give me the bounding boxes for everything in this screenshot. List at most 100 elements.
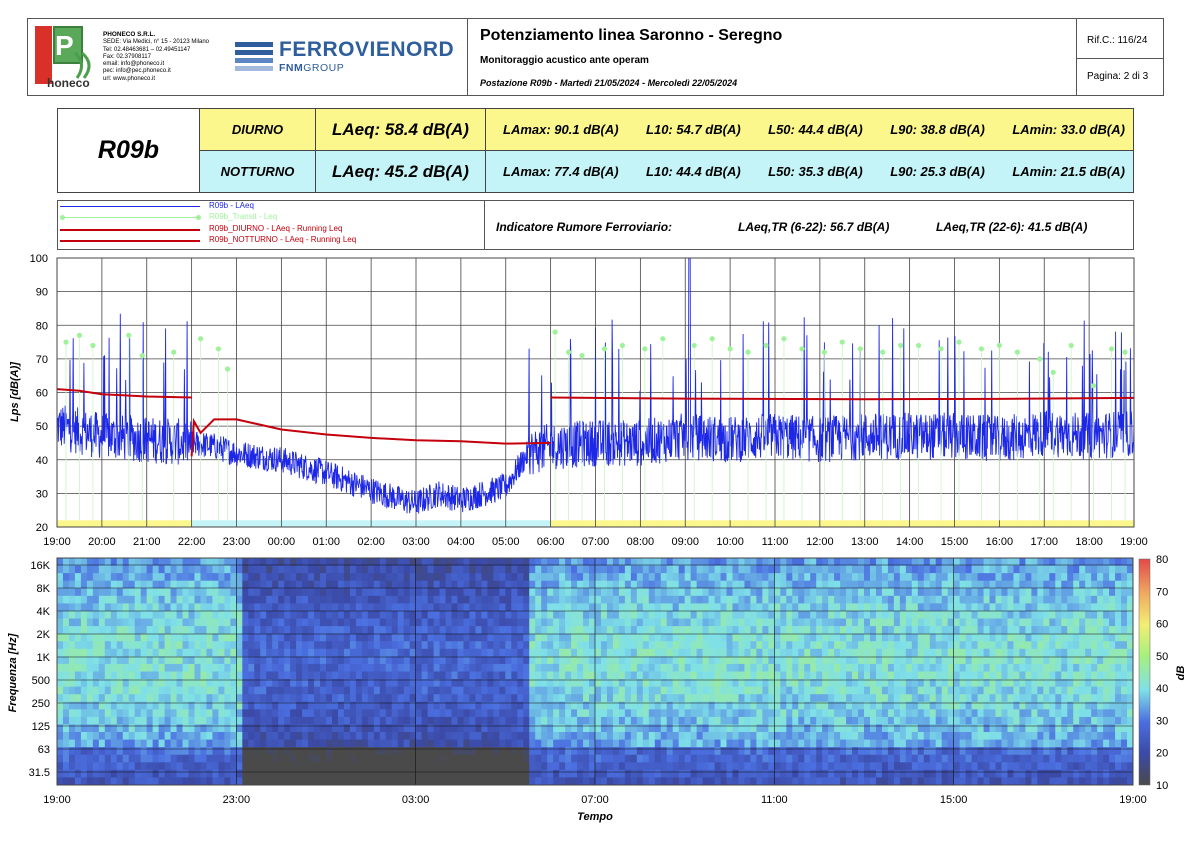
spectrogram-cell (571, 769, 578, 778)
spectrogram-cell (852, 618, 859, 627)
spectrogram-cell (278, 588, 285, 597)
spectrogram-cell (487, 595, 494, 604)
spectrogram-cell (80, 603, 88, 612)
spectrogram-cell (971, 558, 978, 566)
spectrogram-cell (355, 679, 363, 688)
ferrovienord-brand: FERROVIENORD (279, 38, 455, 61)
spectrogram-cell (164, 762, 171, 771)
spectrogram-cell (326, 724, 333, 733)
spectrogram-cell (278, 762, 285, 771)
spectrogram-cell (881, 762, 889, 771)
spectrogram-cell (678, 603, 686, 612)
spectrogram-cell (672, 573, 680, 582)
spectrogram-cell (403, 701, 411, 710)
spectrogram-cell (158, 573, 165, 582)
spectrogram-cell (798, 558, 805, 566)
spectrogram-cell (457, 595, 464, 604)
spectrogram-cell (648, 580, 656, 589)
spectrogram-cell (834, 701, 841, 710)
spectrogram-cell (146, 618, 154, 627)
spectrogram-cell (600, 762, 608, 771)
spectrogram-cell (469, 595, 476, 604)
spectrogram-cell (636, 603, 644, 612)
spectrogram-cell (708, 732, 715, 740)
spectrogram-cell (361, 588, 369, 597)
spectrogram-cell (678, 732, 686, 740)
spectrogram-cell (947, 777, 955, 786)
spectrogram-cell (343, 747, 351, 756)
spectrogram-cell (762, 595, 769, 604)
spectrogram-cell (852, 732, 859, 740)
spectrogram-cell (110, 580, 118, 589)
spectrogram-cell (559, 686, 566, 695)
spectrogram-cell (397, 626, 405, 635)
spectrogram-cell (254, 626, 261, 635)
spectrogram-cell (756, 626, 763, 635)
spectrogram-cell (852, 739, 859, 748)
spectrogram-cell (822, 671, 829, 680)
spectrogram-cell (696, 686, 703, 695)
spectrogram-cell (565, 573, 572, 582)
spectrogram-cell (959, 762, 967, 771)
spectrogram-cell (636, 769, 644, 778)
spectrogram-cell (302, 762, 309, 771)
spectrogram-cell (242, 618, 249, 627)
spectrogram-cell (535, 769, 542, 778)
spectrogram-cell (397, 595, 405, 604)
spectrogram-cell (128, 686, 136, 695)
spectrogram-cell (798, 694, 805, 703)
spectrogram-cell (164, 641, 171, 650)
spectrogram-cell (648, 732, 656, 740)
spectrogram-cell (565, 732, 572, 740)
transit-point (880, 349, 886, 355)
spectrogram-cell (642, 671, 650, 680)
spectrogram-cell (935, 769, 943, 778)
spectrogram-cell (583, 754, 590, 763)
time-series-plot-frame (56, 257, 1135, 528)
spectrogram-cell (427, 626, 434, 635)
spectrogram-cell (762, 603, 769, 612)
spectrogram-cell (385, 777, 393, 786)
spectrogram-cell (595, 679, 602, 688)
spectrogram-cell (690, 648, 698, 657)
spectrogram-cell (421, 739, 429, 748)
spectrogram-cell (708, 595, 715, 604)
legend-item-laeq: R09b - LAeq (60, 201, 480, 212)
spectrogram-cell (732, 754, 739, 763)
spectrogram-cell (57, 724, 64, 733)
spectrogram-cell (887, 618, 895, 627)
spectrogram-cell (636, 686, 644, 695)
spectrogram-cell (266, 663, 273, 672)
spectrogram-cell (302, 686, 309, 695)
spectrogram-cell (786, 573, 793, 582)
spectrogram-cell (188, 769, 195, 778)
spectrogram-cell (206, 610, 213, 619)
spectrogram-cell (768, 633, 775, 642)
spectrogram-cell (158, 565, 165, 574)
spectrogram-cell (702, 762, 709, 771)
spectrogram-cell (953, 565, 961, 574)
report-ref: Rif.C.: 116/24 (1087, 35, 1148, 46)
spectrogram-cell (846, 762, 853, 771)
spectrogram-cell (852, 701, 859, 710)
spectrogram-cell (194, 588, 201, 597)
spectrogram-cell (577, 769, 584, 778)
spectrogram-cell (379, 694, 387, 703)
spectrogram-cell (146, 739, 154, 748)
spectrogram-cell (929, 580, 937, 589)
spectrogram-cell (272, 656, 279, 665)
spectrogram-cell (248, 732, 255, 740)
spectrogram-cell (116, 777, 124, 786)
spectrogram-cell (499, 656, 506, 665)
spectrogram-cell (457, 656, 464, 665)
spectrogram-cell (875, 558, 883, 566)
spectrogram-cell (122, 686, 130, 695)
spectrogram-cell (864, 573, 871, 582)
spectrogram-cell (140, 769, 148, 778)
spectrogram-cell (445, 777, 452, 786)
spectrogram-cell (391, 739, 399, 748)
spectrogram-cell (720, 777, 727, 786)
spectrogram-cell (852, 709, 859, 718)
spectrogram-cell (379, 626, 387, 635)
spectrogram-cell (314, 709, 321, 718)
